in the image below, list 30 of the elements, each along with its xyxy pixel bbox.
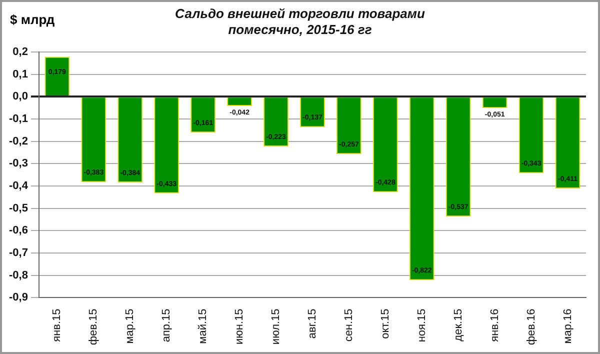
y-tick-label: -0,3: [8, 158, 28, 170]
x-tick-label: окт.15: [379, 308, 392, 339]
x-tick-label: мар.16: [562, 308, 574, 344]
x-tick-label: авг.15: [306, 308, 319, 339]
x-tick-label: ноя.15: [416, 308, 428, 342]
x-tick-label: фев.16: [525, 308, 538, 346]
y-tick-label: 0,2: [12, 46, 28, 58]
y-tick-label: -0,1: [8, 113, 28, 126]
x-tick-label: янв.16: [488, 308, 501, 342]
chart-title: Сальдо внешней торговли товарами: [175, 6, 425, 21]
y-tick-label: -0,7: [8, 247, 28, 260]
chart-subtitle: помесячно, 2015-16 гг: [228, 22, 372, 37]
x-tick-label: май.15: [197, 308, 210, 344]
y-tick-label: -0,9: [8, 292, 28, 304]
x-tick-label: мар.15: [124, 308, 136, 344]
y-tick-label: -0,6: [8, 224, 28, 237]
x-tick-label: апр.15: [160, 308, 173, 342]
x-tick-label: сен.15: [342, 308, 355, 342]
y-axis-title: $ млрд: [10, 12, 55, 27]
x-tick-label: дек.15: [452, 308, 464, 342]
y-tick-label: -0,5: [8, 202, 28, 214]
y-tick-label: -0,4: [8, 180, 29, 192]
x-tick-label: янв.15: [51, 308, 64, 342]
y-tick-label: 0,1: [12, 68, 28, 80]
y-tick-label: -0,8: [8, 269, 28, 282]
x-tick-label: июн.15: [234, 308, 246, 344]
x-tick-label: фев.15: [88, 308, 100, 346]
y-tick-label: 0,0: [12, 90, 28, 103]
y-tick-label: -0,2: [8, 135, 28, 148]
x-tick-label: июл.15: [270, 308, 282, 345]
